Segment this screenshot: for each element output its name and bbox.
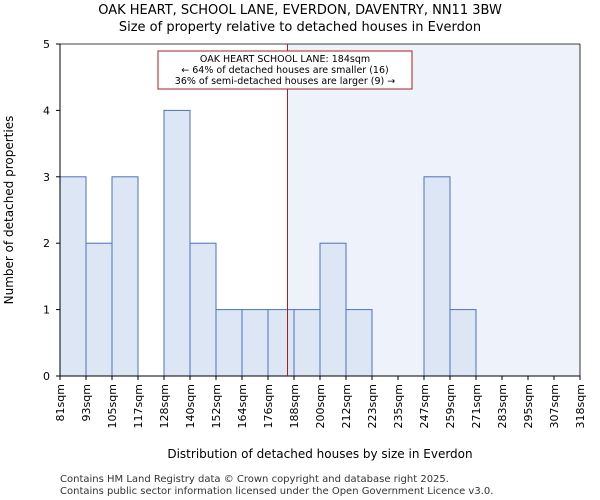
- bar-93sqm: [85, 242, 113, 377]
- x-axis-ticks: 81sqm 93sqm 105sqm 117sqm 128sqm 140sqm 152sqm…: [54, 376, 587, 428]
- bar-81sqm: [59, 176, 87, 377]
- x-tick-label: 318sqm: [574, 384, 587, 428]
- annotation-box: [157, 50, 413, 90]
- x-tick-label: 93sqm: [80, 384, 93, 421]
- x-tick-label: 176sqm: [262, 384, 275, 428]
- x-tick-label: 271sqm: [470, 384, 483, 428]
- y-tick-label: 5: [43, 38, 50, 51]
- x-tick-label: 247sqm: [418, 384, 431, 428]
- x-tick-label: 105sqm: [106, 384, 119, 428]
- bar-105sqm: [111, 176, 139, 377]
- x-tick-label: 235sqm: [392, 384, 405, 428]
- footer-line-1: Contains HM Land Registry data © Crown c…: [60, 474, 449, 485]
- x-tick-label: 295sqm: [522, 384, 535, 428]
- bar-164sqm: [241, 309, 269, 377]
- x-tick-label: 128sqm: [158, 384, 171, 428]
- x-tick-label: 259sqm: [444, 384, 457, 428]
- bar-176sqm: [267, 309, 295, 377]
- x-tick-label: 307sqm: [548, 384, 561, 428]
- x-axis-label: Distribution of detached houses by size …: [167, 447, 472, 461]
- bars-group: [59, 109, 477, 377]
- bar-128sqm: [163, 109, 191, 377]
- y-tick-label: 0: [43, 370, 50, 383]
- bar-140sqm: [189, 242, 217, 377]
- chart-title: OAK HEART, SCHOOL LANE, EVERDON, DAVENTR…: [98, 3, 502, 18]
- annotation-line-3: 36% of semi-detached houses are larger (…: [175, 76, 395, 87]
- bar-212sqm: [345, 309, 373, 377]
- footer-line-2: Contains public sector information licen…: [60, 486, 493, 497]
- y-tick-label: 3: [43, 171, 50, 184]
- x-tick-label: 223sqm: [366, 384, 379, 428]
- x-tick-label: 81sqm: [54, 384, 67, 421]
- x-tick-label: 140sqm: [184, 384, 197, 428]
- bar-259sqm: [449, 309, 477, 377]
- x-tick-label: 117sqm: [132, 384, 145, 428]
- x-tick-label: 212sqm: [340, 384, 353, 428]
- annotation-line-1: OAK HEART SCHOOL LANE: 184sqm: [200, 54, 370, 65]
- bar-247sqm: [423, 176, 451, 377]
- x-tick-label: 200sqm: [314, 384, 327, 428]
- bar-188sqm: [293, 309, 321, 377]
- y-tick-label: 2: [43, 237, 50, 250]
- y-axis-label: Number of detached properties: [2, 116, 16, 305]
- x-tick-label: 188sqm: [288, 384, 301, 428]
- chart-subtitle: Size of property relative to detached ho…: [119, 20, 481, 35]
- x-tick-label: 283sqm: [496, 384, 509, 428]
- bar-200sqm: [319, 242, 347, 377]
- bar-152sqm: [215, 309, 243, 377]
- y-tick-label: 1: [43, 304, 50, 317]
- x-tick-label: 164sqm: [236, 384, 249, 428]
- x-tick-label: 152sqm: [210, 384, 223, 428]
- y-axis-ticks: 0 1 2 3 4 5: [43, 38, 60, 383]
- y-tick-label: 4: [43, 104, 50, 117]
- annotation-line-2: ← 64% of detached houses are smaller (16…: [181, 65, 388, 76]
